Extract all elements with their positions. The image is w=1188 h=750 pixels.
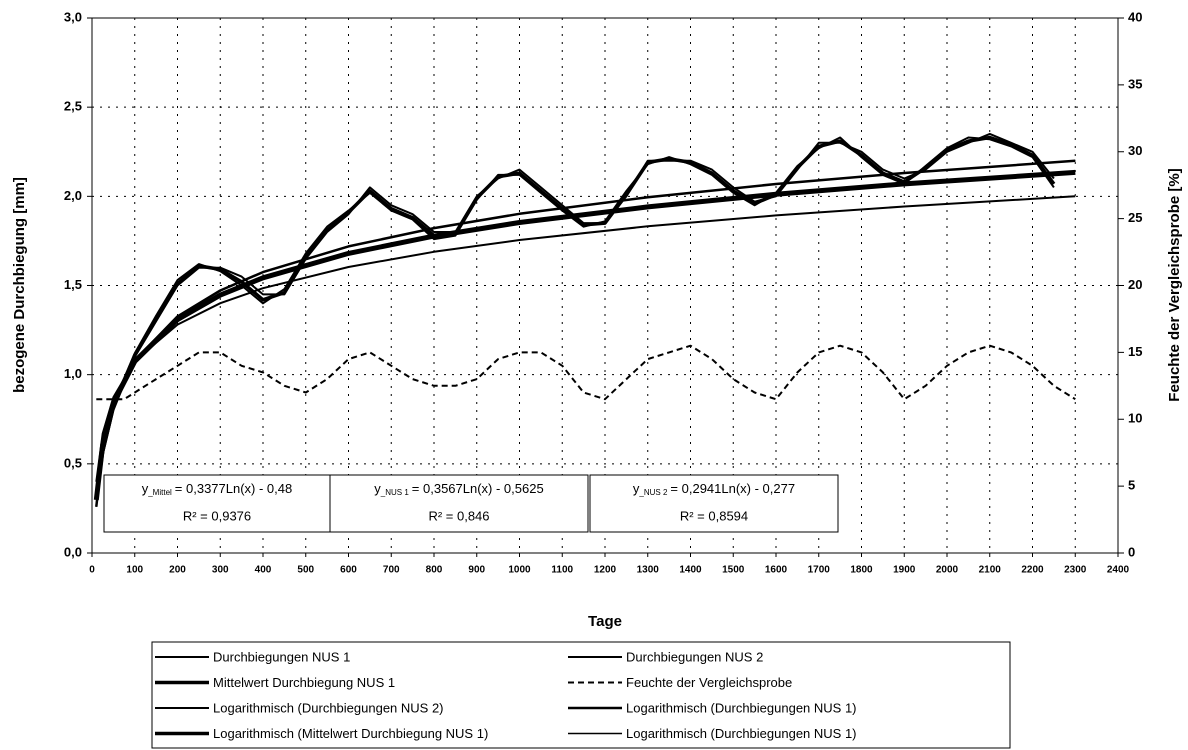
- equation-frame: [103, 474, 331, 533]
- y2-tick-label: 20: [1128, 277, 1142, 292]
- legend-label: Durchbiegungen NUS 2: [626, 649, 763, 664]
- x-tick-label: 1200: [594, 565, 617, 576]
- x-tick-label: 800: [426, 565, 443, 576]
- x-tick-label: 1300: [637, 565, 660, 576]
- y-tick-label: 2,5: [64, 99, 82, 114]
- x-axis-label: Tage: [588, 613, 622, 630]
- legend-label: Logarithmisch (Durchbiegungen NUS 1): [626, 726, 857, 741]
- x-tick-label: 500: [297, 565, 314, 576]
- y-tick-label: 2,0: [64, 188, 82, 203]
- equation-symbol: y: [633, 481, 640, 496]
- x-tick-label: 200: [169, 565, 186, 576]
- equation-box: y_Mittel = 0,3377Ln(x) - 0,48 R² = 0,9376: [103, 474, 331, 533]
- equation-frame: [589, 474, 839, 533]
- x-tick-label: 1700: [808, 565, 831, 576]
- x-tick-label: 2100: [979, 565, 1002, 576]
- equation-subscript: _Mittel: [147, 488, 172, 497]
- r-squared: R² = 0,846: [428, 508, 489, 523]
- x-tick-label: 1400: [679, 565, 702, 576]
- y2-tick-label: 40: [1128, 9, 1142, 24]
- equation-box: y_NUS 1 = 0,3567Ln(x) - 0,5625 R² = 0,846: [329, 474, 589, 533]
- series-line: [93, 169, 1076, 501]
- y-tick-label: 0,0: [64, 544, 82, 559]
- x-tick-label: 100: [126, 565, 143, 576]
- equation-symbol: y: [142, 481, 149, 496]
- legend-frame: [151, 641, 1011, 749]
- series-line: [95, 160, 1076, 507]
- y-axis-label: bezogene Durchbiegung [mm]: [11, 177, 28, 393]
- r-squared: R² = 0,9376: [183, 508, 251, 523]
- y2-tick-label: 0: [1128, 544, 1135, 559]
- y-tick-label: 0,5: [64, 455, 82, 470]
- series-line: [94, 135, 1056, 498]
- y2-tick-label: 25: [1128, 210, 1142, 225]
- equation-subscript: _NUS 2: [638, 488, 668, 497]
- x-tick-label: 2200: [1021, 565, 1044, 576]
- equation-frame: [329, 474, 589, 533]
- series-line: [95, 195, 1076, 482]
- x-tick-label: 1800: [850, 565, 873, 576]
- equation-text: = 0,2941Ln(x) - 0,277: [670, 481, 795, 496]
- x-tick-label: 700: [383, 565, 400, 576]
- y2-tick-label: 30: [1128, 143, 1142, 158]
- legend-label: Durchbiegungen NUS 1: [213, 649, 350, 664]
- equation-text: = 0,3377Ln(x) - 0,48: [175, 481, 292, 496]
- y-tick-label: 1,5: [64, 277, 82, 292]
- x-tick-label: 900: [468, 565, 485, 576]
- x-tick-label: 1500: [722, 565, 745, 576]
- y2-tick-label: 15: [1128, 344, 1142, 359]
- legend-label: Feuchte der Vergleichsprobe: [626, 675, 792, 690]
- x-tick-label: 600: [340, 565, 357, 576]
- equation-subscript: _NUS 1: [380, 488, 410, 497]
- x-tick-label: 2300: [1064, 565, 1087, 576]
- y2-tick-label: 5: [1128, 478, 1135, 493]
- x-tick-label: 1000: [508, 565, 531, 576]
- x-tick-label: 0: [89, 565, 95, 576]
- x-tick-label: 2400: [1107, 565, 1130, 576]
- equation: y_NUS 2 = 0,2941Ln(x) - 0,277: [633, 481, 795, 497]
- series-line: [96, 344, 1076, 401]
- x-tick-label: 300: [212, 565, 229, 576]
- legend-label: Logarithmisch (Durchbiegungen NUS 1): [626, 700, 857, 715]
- x-tick-label: 1600: [765, 565, 788, 576]
- legend-label: Logarithmisch (Mittelwert Durchbiegung N…: [213, 726, 488, 741]
- y-tick-label: 1,0: [64, 366, 82, 381]
- equation: y_NUS 1 = 0,3567Ln(x) - 0,5625: [374, 481, 543, 497]
- x-tick-label: 1100: [551, 565, 573, 576]
- series-line: [95, 136, 1055, 497]
- legend-label: Mittelwert Durchbiegung NUS 1: [213, 675, 395, 690]
- equation-box: y_NUS 2 = 0,2941Ln(x) - 0,277 R² = 0,8594: [589, 474, 839, 533]
- r-squared: R² = 0,8594: [680, 508, 748, 523]
- y2-tick-label: 35: [1128, 76, 1142, 91]
- x-tick-label: 1900: [893, 565, 916, 576]
- equation: y_Mittel = 0,3377Ln(x) - 0,48: [142, 481, 293, 497]
- y2-axis-label: Feuchte der Vergleichsprobe [%]: [1166, 168, 1183, 401]
- equation-symbol: y: [374, 481, 381, 496]
- equation-text: = 0,3567Ln(x) - 0,5625: [412, 481, 544, 496]
- y2-tick-label: 10: [1128, 411, 1142, 426]
- x-tick-label: 2000: [936, 565, 959, 576]
- series-line: [95, 132, 1055, 500]
- y-tick-label: 3,0: [64, 9, 82, 24]
- x-tick-label: 400: [255, 565, 272, 576]
- legend-label: Logarithmisch (Durchbiegungen NUS 2): [213, 700, 444, 715]
